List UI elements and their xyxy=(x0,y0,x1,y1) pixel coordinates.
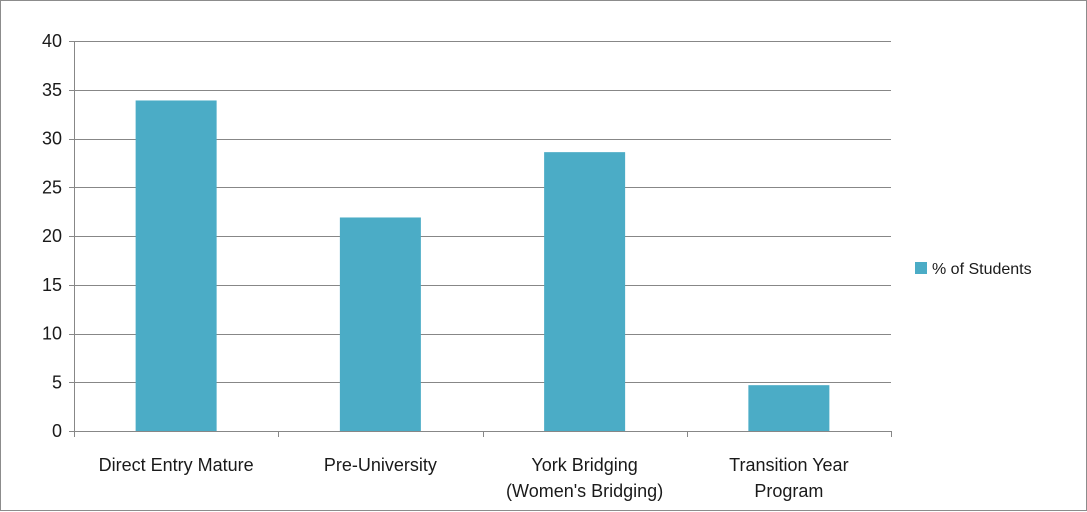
y-tick-label: 15 xyxy=(42,275,62,295)
bar xyxy=(748,385,830,431)
legend-swatch xyxy=(915,262,927,274)
y-tick-label: 30 xyxy=(42,129,62,149)
bar xyxy=(339,217,421,431)
x-category-label: Direct Entry Mature xyxy=(99,455,254,475)
bar xyxy=(135,100,217,431)
y-tick-label: 20 xyxy=(42,226,62,246)
y-tick-label: 25 xyxy=(42,177,62,197)
x-category-label: York Bridging xyxy=(531,455,637,475)
legend-label: % of Students xyxy=(932,261,1032,278)
x-category-label: Pre-University xyxy=(324,455,437,475)
bars xyxy=(135,100,830,431)
y-tick-label: 0 xyxy=(52,421,62,441)
y-tick-label: 40 xyxy=(42,31,62,51)
x-category-label: (Women's Bridging) xyxy=(506,481,663,501)
x-category-labels: Direct Entry Mature Pre-University York Br… xyxy=(99,455,849,501)
legend: % of Students xyxy=(915,261,1032,278)
y-tick-labels: 0 5 10 15 20 25 30 35 40 xyxy=(42,31,62,441)
axes xyxy=(69,41,892,437)
y-tick-label: 5 xyxy=(52,372,62,392)
x-category-label: Program xyxy=(754,481,823,501)
x-category-label: Transition Year xyxy=(729,455,848,475)
y-tick-label: 35 xyxy=(42,80,62,100)
bar xyxy=(544,152,626,431)
y-tick-label: 10 xyxy=(42,324,62,344)
